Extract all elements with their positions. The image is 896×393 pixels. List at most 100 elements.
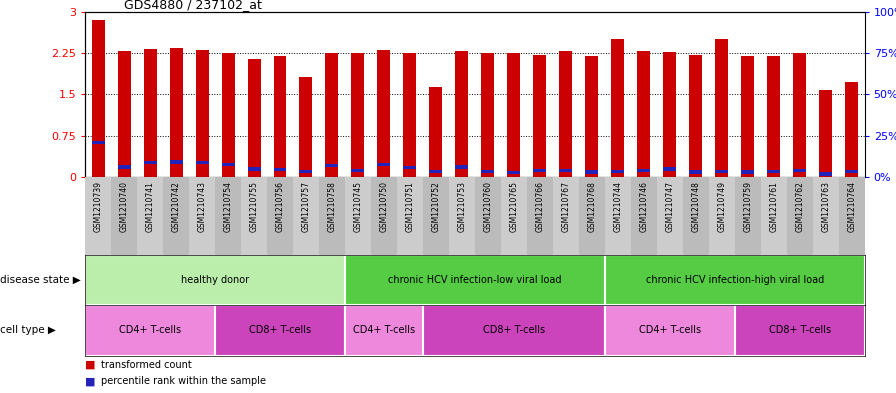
Text: CD8+ T-cells: CD8+ T-cells <box>249 325 311 335</box>
Text: chronic HCV infection-low viral load: chronic HCV infection-low viral load <box>388 275 562 285</box>
Bar <box>143 161 157 164</box>
Text: ■: ■ <box>85 360 96 370</box>
Bar <box>215 305 345 356</box>
Bar <box>839 177 865 255</box>
Bar <box>267 177 293 255</box>
Bar <box>423 177 449 255</box>
Bar <box>345 255 605 305</box>
Bar <box>845 170 858 173</box>
Bar <box>403 53 417 177</box>
Bar <box>215 177 241 255</box>
Bar <box>377 50 391 177</box>
Text: CD8+ T-cells: CD8+ T-cells <box>769 325 831 335</box>
Bar <box>631 177 657 255</box>
Bar <box>325 53 339 177</box>
Bar <box>481 53 495 177</box>
Bar <box>85 177 111 255</box>
Text: GDS4880 / 237102_at: GDS4880 / 237102_at <box>125 0 262 11</box>
Bar <box>195 161 209 164</box>
Bar <box>273 168 287 171</box>
Bar <box>377 163 391 166</box>
Bar <box>423 305 605 356</box>
Text: GSM1210761: GSM1210761 <box>769 181 779 231</box>
Text: GSM1210746: GSM1210746 <box>639 181 649 232</box>
Bar <box>527 177 553 255</box>
Bar <box>241 177 267 255</box>
Text: GSM1210751: GSM1210751 <box>405 181 415 231</box>
Bar <box>481 170 495 173</box>
Text: GSM1210744: GSM1210744 <box>613 181 623 232</box>
Bar <box>741 56 754 177</box>
Bar <box>247 59 261 177</box>
Text: GSM1210760: GSM1210760 <box>483 181 493 232</box>
Bar <box>273 56 287 177</box>
Bar <box>169 48 183 177</box>
Bar <box>293 177 319 255</box>
Bar <box>507 171 521 174</box>
Bar <box>735 177 761 255</box>
Bar <box>533 169 547 172</box>
Bar <box>845 82 858 177</box>
Text: GSM1210764: GSM1210764 <box>847 181 857 232</box>
Bar <box>501 177 527 255</box>
Bar <box>397 177 423 255</box>
Text: ■: ■ <box>85 376 96 386</box>
Bar <box>761 177 787 255</box>
Bar <box>221 53 235 177</box>
Bar <box>325 164 339 167</box>
Bar <box>429 87 443 177</box>
Text: GSM1210765: GSM1210765 <box>509 181 519 232</box>
Bar <box>111 177 137 255</box>
Text: GSM1210768: GSM1210768 <box>587 181 597 231</box>
Bar <box>559 51 573 177</box>
Text: GSM1210748: GSM1210748 <box>691 181 701 231</box>
Bar <box>371 177 397 255</box>
Bar <box>819 173 832 176</box>
Bar <box>143 49 157 177</box>
Bar <box>767 170 780 173</box>
Bar <box>351 169 365 172</box>
Text: percentile rank within the sample: percentile rank within the sample <box>101 376 266 386</box>
Text: GSM1210759: GSM1210759 <box>743 181 753 232</box>
Bar <box>117 165 131 169</box>
Bar <box>637 169 650 172</box>
Bar <box>605 177 631 255</box>
Bar <box>689 55 702 177</box>
Text: GSM1210739: GSM1210739 <box>93 181 103 232</box>
Text: GSM1210741: GSM1210741 <box>145 181 155 231</box>
Text: GSM1210763: GSM1210763 <box>821 181 831 232</box>
Text: GSM1210755: GSM1210755 <box>249 181 259 232</box>
Bar <box>741 170 754 174</box>
Text: GSM1210766: GSM1210766 <box>535 181 545 232</box>
Text: GSM1210742: GSM1210742 <box>171 181 181 231</box>
Bar <box>345 177 371 255</box>
Bar <box>709 177 735 255</box>
Text: GSM1210749: GSM1210749 <box>717 181 727 232</box>
Bar <box>299 170 313 173</box>
Text: CD4+ T-cells: CD4+ T-cells <box>639 325 701 335</box>
Bar <box>657 177 683 255</box>
Bar <box>85 255 345 305</box>
Bar <box>85 305 215 356</box>
Bar <box>715 170 728 173</box>
Bar <box>683 177 709 255</box>
Bar <box>663 167 676 171</box>
Text: GSM1210752: GSM1210752 <box>431 181 441 231</box>
Bar <box>91 20 105 177</box>
Text: CD4+ T-cells: CD4+ T-cells <box>353 325 415 335</box>
Text: GSM1210762: GSM1210762 <box>795 181 805 231</box>
Text: GSM1210745: GSM1210745 <box>353 181 363 232</box>
Bar <box>403 166 417 169</box>
Text: disease state ▶: disease state ▶ <box>0 275 81 285</box>
Text: GSM1210750: GSM1210750 <box>379 181 389 232</box>
Text: chronic HCV infection-high viral load: chronic HCV infection-high viral load <box>646 275 823 285</box>
Bar <box>715 39 728 177</box>
Bar <box>611 170 625 173</box>
Text: transformed count: transformed count <box>101 360 192 370</box>
Bar <box>169 160 183 163</box>
Bar <box>793 53 806 177</box>
Bar <box>611 39 625 177</box>
Text: GSM1210767: GSM1210767 <box>561 181 571 232</box>
Bar <box>455 165 469 169</box>
Bar <box>767 56 780 177</box>
